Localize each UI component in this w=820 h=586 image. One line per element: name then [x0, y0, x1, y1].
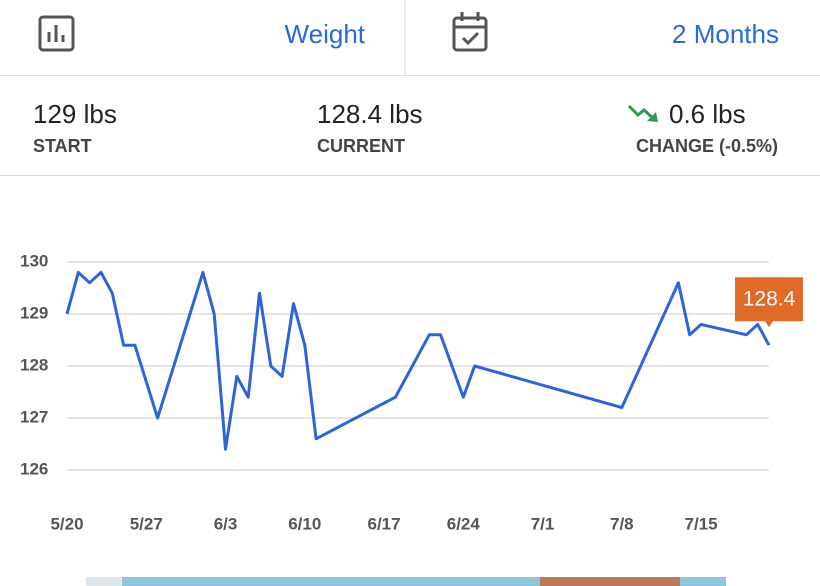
line-series: [65, 270, 771, 451]
stat-value: 128.4 lbs: [317, 99, 423, 129]
x-tick-label: 5/27: [130, 514, 163, 533]
stat-label: CHANGE (-0.5%): [636, 136, 778, 156]
plot: 126 127 128 129 130 5/20 5/27 6/3 6/10 6/17 6/24 7/…: [20, 251, 803, 533]
trend-arrowhead: [647, 112, 658, 122]
chart-type-icon[interactable]: [38, 15, 75, 52]
y-tick-label: 130: [20, 251, 48, 270]
x-tick-label: 7/8: [610, 514, 634, 533]
stat-label: CURRENT: [317, 136, 405, 156]
x-tick-label: 7/15: [685, 514, 718, 533]
tooltip-box: [735, 277, 803, 328]
y-tick-label: 127: [20, 407, 48, 426]
x-tick-label: 6/10: [288, 514, 321, 533]
tooltip-label: 128.4: [743, 288, 796, 311]
y-tick-label: 128: [20, 355, 48, 374]
x-tick-label: 6/3: [214, 514, 238, 533]
icon-frame: [452, 16, 488, 52]
x-tick-label: 6/24: [447, 514, 481, 533]
range-selector[interactable]: 2 Months: [672, 19, 779, 49]
y-tick-label: 129: [20, 303, 48, 322]
x-tick-label: 6/17: [367, 514, 400, 533]
banner-ad-image: [540, 577, 680, 586]
trend-down-icon: [627, 104, 656, 121]
calendar-icon[interactable]: [452, 12, 488, 52]
stat-value: 129 lbs: [33, 99, 117, 129]
stat-label: START: [33, 136, 92, 156]
x-tick-label: 7/1: [531, 514, 555, 533]
x-tick-label: 5/20: [50, 514, 83, 533]
banner-ad-edge: [86, 577, 122, 586]
y-tick-label: 126: [20, 459, 48, 478]
stat-value: 0.6 lbs: [669, 99, 746, 129]
icon-frame: [38, 15, 75, 52]
metric-selector[interactable]: Weight: [285, 19, 366, 49]
icon-check: [461, 31, 480, 46]
banner-ad[interactable]: [86, 577, 726, 586]
